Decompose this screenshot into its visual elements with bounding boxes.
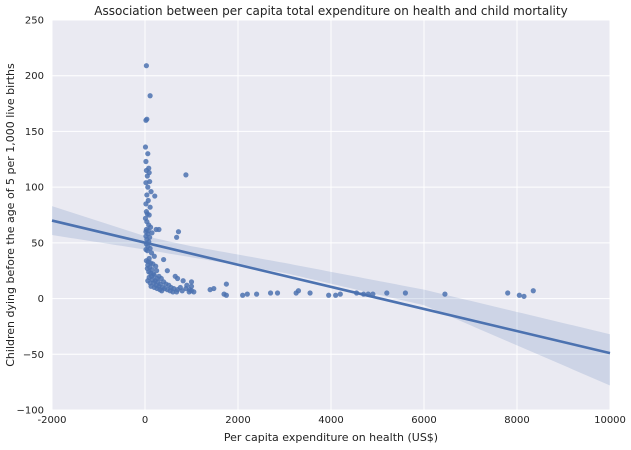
data-point [267,290,274,296]
data-point [254,291,260,297]
data-point [516,292,522,298]
data-point [147,204,153,210]
regression-line [51,219,611,355]
data-point [240,292,246,298]
data-point [530,288,536,294]
x-tick-label: 2000 [225,415,250,426]
data-point [442,291,448,297]
chart-title: Association between per capita total exp… [94,4,567,18]
data-point [143,180,149,186]
data-point [174,234,180,240]
data-point [177,284,183,291]
data-point [143,158,149,165]
data-point [180,278,186,284]
data-point [333,292,339,298]
x-tick-label: 6000 [411,415,436,426]
data-point [402,290,408,296]
data-point [174,275,181,282]
x-tick-labels: -2000 0 2000 4000 6000 8000 10000 [37,415,625,426]
data-point [183,172,189,178]
data-point [144,192,150,198]
data-point [170,289,176,295]
data-point [144,248,150,254]
y-tick-label: −100 [17,406,44,417]
data-point [211,285,217,292]
data-point [521,293,527,299]
x-tick-label: 10000 [594,415,626,426]
data-point [307,290,313,296]
y-tick-label: 50 [31,238,44,249]
y-tick-label: −50 [23,350,44,361]
data-point [154,268,160,274]
data-point [326,292,332,298]
y-tick-label: 150 [25,127,44,138]
data-point [161,256,167,263]
x-tick-label: 0 [142,415,148,426]
data-point [149,230,155,236]
data-point [175,229,182,235]
x-tick-label: -2000 [37,415,66,426]
data-point [187,287,193,293]
y-tick-label: 0 [38,294,44,305]
data-point [274,290,281,296]
data-point [223,281,229,287]
y-tick-label: 200 [25,71,44,82]
y-tick-label: 100 [25,183,44,194]
data-point [223,292,229,298]
x-tick-label: 8000 [504,415,529,426]
data-point [147,93,153,99]
data-point [153,263,159,269]
confidence-band [52,206,610,386]
data-point [148,189,154,195]
data-point [505,290,511,296]
x-tick-label: 4000 [318,415,343,426]
grid-lines [51,19,611,411]
x-axis-label: Per capita expenditure on health (US$) [224,431,438,444]
data-point [164,268,170,274]
data-point [142,144,149,150]
data-point [143,63,149,69]
data-point [145,184,151,190]
data-point [144,173,150,179]
data-point [145,151,151,157]
y-tick-labels: −100 −50 0 50 100 150 200 250 [17,16,44,417]
data-point [143,201,149,207]
regression-line-layer [51,219,611,355]
data-point [152,193,158,199]
data-point [295,288,302,294]
data-point [146,212,152,218]
y-axis-label: Children dying before the age of 5 per 1… [4,63,17,367]
data-point [188,279,195,285]
data-point [244,291,250,297]
data-point [159,288,165,294]
data-point [337,291,343,297]
data-point [144,116,150,122]
data-point [384,290,390,296]
data-point [151,253,157,259]
data-points [142,63,536,299]
data-point [174,289,180,295]
y-tick-label: 250 [25,16,44,27]
confidence-band-layer [52,206,610,386]
data-point [156,226,162,233]
